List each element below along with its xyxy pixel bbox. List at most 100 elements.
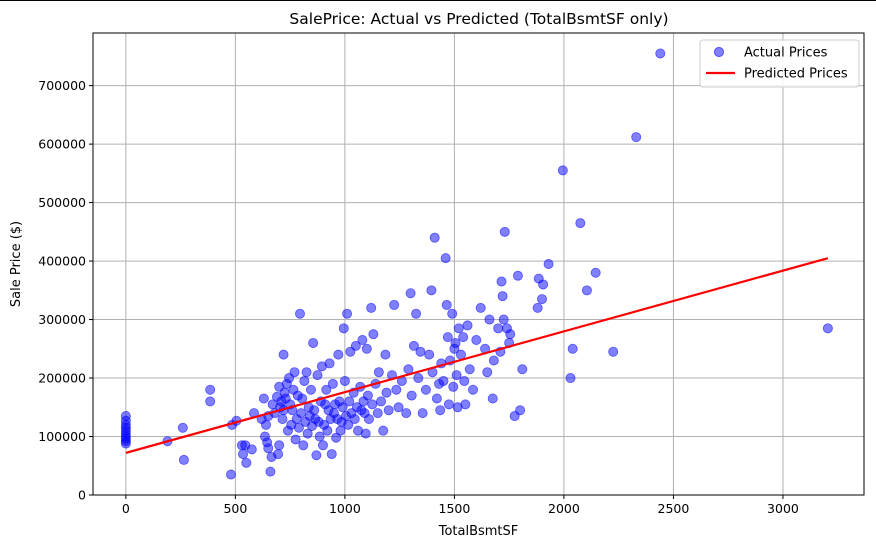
data-point [590, 267, 601, 278]
x-axis-title: TotalBsmtSF [438, 524, 519, 539]
data-point [337, 402, 348, 413]
predicted-line [125, 257, 829, 454]
data-point [312, 370, 323, 381]
data-point [488, 355, 499, 366]
legend-label-actual: Actual Prices [744, 46, 828, 61]
x-tick-label: 3000 [767, 501, 799, 516]
data-point [225, 469, 236, 480]
data-point [822, 323, 833, 334]
data-point [360, 428, 371, 439]
data-point [376, 396, 387, 407]
data-point [442, 332, 453, 343]
data-point [308, 337, 319, 348]
data-point [557, 165, 568, 176]
data-point [497, 291, 508, 302]
data-point [453, 323, 464, 334]
data-point [484, 314, 495, 325]
data-point [241, 457, 252, 468]
data-point [297, 393, 308, 404]
data-point [274, 440, 285, 451]
data-point [380, 349, 391, 360]
data-point [311, 450, 322, 461]
legend: Actual Prices Predicted Prices [699, 39, 860, 88]
data-point [277, 413, 288, 424]
data-point [265, 466, 276, 477]
data-point [389, 299, 400, 310]
data-point [317, 440, 328, 451]
y-tick-label: 400000 [38, 254, 86, 269]
data-point [443, 399, 454, 410]
data-point [411, 308, 422, 319]
data-point [321, 384, 332, 395]
data-point [302, 428, 313, 439]
plot-area [92, 32, 865, 496]
data-point [263, 443, 274, 454]
data-point [435, 405, 446, 416]
data-point [458, 332, 469, 343]
data-point [273, 449, 284, 460]
data-point [298, 440, 309, 451]
data-point [517, 364, 528, 375]
data-point [537, 294, 548, 305]
data-point [367, 399, 378, 410]
data-point [450, 337, 461, 348]
chart-title: SalePrice: Actual vs Predicted (TotalBsm… [289, 10, 668, 28]
data-point [350, 340, 361, 351]
data-point [383, 405, 394, 416]
data-point [505, 329, 516, 340]
data-point [543, 258, 554, 269]
y-axis-title: Sale Price ($) [9, 221, 24, 307]
data-point [401, 408, 412, 419]
x-tick-label: 0 [122, 501, 130, 516]
data-point [344, 396, 355, 407]
data-point [631, 132, 642, 143]
data-point [406, 390, 417, 401]
data-point [305, 384, 316, 395]
data-point [608, 346, 619, 357]
data-point [440, 253, 451, 264]
data-point [290, 434, 301, 445]
y-tick-label: 500000 [38, 195, 86, 210]
data-point [567, 343, 578, 354]
data-point [246, 444, 257, 455]
data-point [575, 218, 586, 229]
data-point [362, 390, 373, 401]
data-point [417, 408, 428, 419]
data-point [366, 302, 377, 313]
data-point [296, 408, 307, 419]
predicted-prices-series [125, 257, 829, 454]
data-point [368, 329, 379, 340]
data-point [429, 232, 440, 243]
data-point [361, 343, 372, 354]
data-point [289, 367, 300, 378]
data-point [498, 314, 509, 325]
data-point [420, 384, 431, 395]
data-point [447, 308, 458, 319]
data-point [349, 413, 360, 424]
data-point [373, 367, 384, 378]
data-point [415, 346, 426, 357]
y-tick-label: 100000 [38, 429, 86, 444]
data-point [538, 279, 549, 290]
data-point [205, 396, 216, 407]
data-point [278, 349, 289, 360]
data-point [333, 349, 344, 360]
y-tick-label: 600000 [38, 137, 86, 152]
data-point [655, 48, 666, 59]
data-point [455, 349, 466, 360]
y-tick-label: 700000 [38, 78, 86, 93]
y-tick-label: 300000 [38, 312, 86, 327]
data-point [565, 373, 576, 384]
data-point [205, 384, 216, 395]
data-point [378, 425, 389, 436]
data-point [512, 270, 523, 281]
data-point [331, 432, 342, 443]
data-point [314, 431, 325, 442]
data-point [301, 367, 312, 378]
data-point [581, 285, 592, 296]
data-point [408, 340, 419, 351]
grid [93, 33, 864, 496]
data-point [326, 449, 337, 460]
data-point [493, 323, 504, 334]
